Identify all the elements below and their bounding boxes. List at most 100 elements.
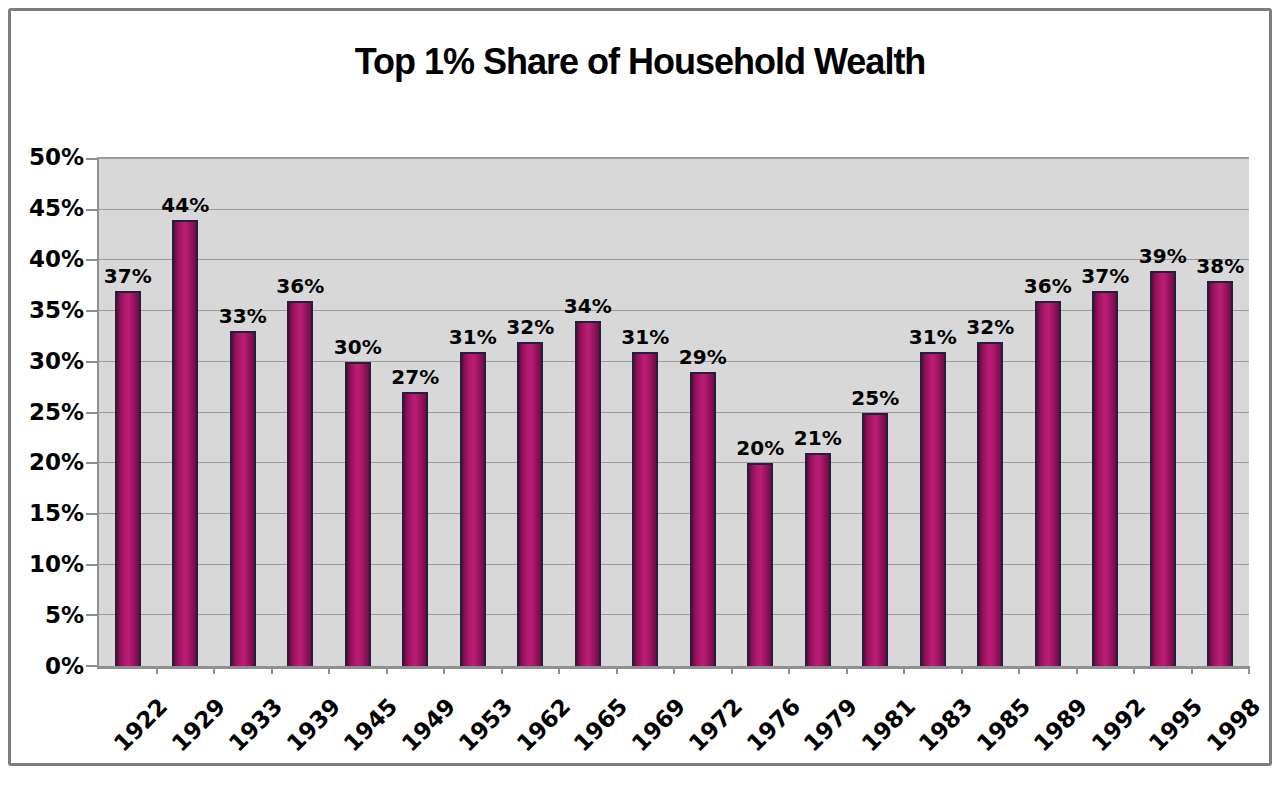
x-axis-label: 1922 xyxy=(109,693,173,757)
bar-value-label: 36% xyxy=(276,274,324,298)
x-axis-tick xyxy=(156,666,158,674)
bar-group: 21% xyxy=(789,159,847,666)
bar-group: 30% xyxy=(329,159,387,666)
x-axis-label: 1976 xyxy=(742,693,806,757)
bar-value-label: 38% xyxy=(1196,254,1244,278)
y-axis-tick xyxy=(86,412,97,414)
bar-group: 37% xyxy=(1077,159,1135,666)
y-axis-tick-label: 45% xyxy=(29,195,84,221)
bar-value-label: 44% xyxy=(161,193,209,217)
bar-value-label: 33% xyxy=(219,304,267,328)
y-axis-tick-label: 40% xyxy=(29,246,84,272)
bar-value-label: 34% xyxy=(564,294,612,318)
x-axis-label: 1983 xyxy=(914,693,978,757)
plot-area: 37% 44% 33% 36% 30% 27% 31% 32% 34% 31% 29% 20% 21% 2… xyxy=(97,157,1249,669)
x-axis-tick xyxy=(1248,666,1250,674)
bar-1972: 29% xyxy=(690,372,716,666)
bar-group: 37% xyxy=(99,159,157,666)
x-axis-label: 1995 xyxy=(1144,693,1208,757)
x-axis-tick xyxy=(501,666,503,674)
x-axis-tick xyxy=(1133,666,1135,674)
bar-1962: 32% xyxy=(517,342,543,666)
bar-1981: 25% xyxy=(862,413,888,667)
x-axis-tick xyxy=(1018,666,1020,674)
bar-1976: 20% xyxy=(747,463,773,666)
bar-value-label: 31% xyxy=(449,325,497,349)
bar-1945: 30% xyxy=(345,362,371,666)
bar-value-label: 29% xyxy=(679,345,727,369)
bar-value-label: 32% xyxy=(506,315,554,339)
bar-value-label: 31% xyxy=(909,325,957,349)
bar-1979: 21% xyxy=(805,453,831,666)
x-axis-tick xyxy=(443,666,445,674)
x-axis-label: 1933 xyxy=(224,693,288,757)
y-axis-tick-label: 10% xyxy=(29,551,84,577)
bar-value-label: 25% xyxy=(851,386,899,410)
bar-value-label: 37% xyxy=(1081,264,1129,288)
y-axis-tick xyxy=(86,513,97,515)
bar-value-label: 36% xyxy=(1024,274,1072,298)
x-axis-tick xyxy=(616,666,618,674)
x-axis-label: 1992 xyxy=(1087,693,1151,757)
bar-1998: 38% xyxy=(1207,281,1233,666)
bar-1989: 36% xyxy=(1035,301,1061,666)
bar-1995: 39% xyxy=(1150,271,1176,666)
x-axis-label: 1965 xyxy=(569,693,633,757)
y-axis-tick xyxy=(86,614,97,616)
bar-group: 33% xyxy=(214,159,272,666)
bar-value-label: 32% xyxy=(966,315,1014,339)
bar-1983: 31% xyxy=(920,352,946,666)
bar-group: 27% xyxy=(387,159,445,666)
y-axis-tick-label: 5% xyxy=(45,602,84,628)
y-axis-tick xyxy=(86,462,97,464)
x-axis-label: 1949 xyxy=(397,693,461,757)
bar-value-label: 31% xyxy=(621,325,669,349)
x-axis-tick xyxy=(731,666,733,674)
bar-group: 32% xyxy=(962,159,1020,666)
bar-1922: 37% xyxy=(115,291,141,666)
chart-title: Top 1% Share of Household Wealth xyxy=(11,41,1269,83)
bar-1965: 34% xyxy=(575,321,601,666)
x-axis-label: 1998 xyxy=(1202,693,1266,757)
bar-group: 31% xyxy=(444,159,502,666)
x-axis-label: 1972 xyxy=(684,693,748,757)
x-axis-tick xyxy=(788,666,790,674)
x-axis-label: 1989 xyxy=(1029,693,1093,757)
bars: 37% 44% 33% 36% 30% 27% 31% 32% 34% 31% 29% 20% 21% 2… xyxy=(99,159,1249,666)
bar-1985: 32% xyxy=(977,342,1003,666)
x-axis-label: 1985 xyxy=(972,693,1036,757)
bar-1949: 27% xyxy=(402,392,428,666)
bar-group: 20% xyxy=(732,159,790,666)
x-axis-tick xyxy=(1191,666,1193,674)
x-axis-tick xyxy=(903,666,905,674)
y-axis-tick xyxy=(86,259,97,261)
x-axis-tick xyxy=(846,666,848,674)
x-axis-label: 1979 xyxy=(799,693,863,757)
x-axis-tick xyxy=(386,666,388,674)
y-axis-tick xyxy=(86,209,97,211)
bar-value-label: 37% xyxy=(104,264,152,288)
y-axis-tick-label: 50% xyxy=(29,144,84,170)
bar-1939: 36% xyxy=(287,301,313,666)
x-axis-label: 1981 xyxy=(857,693,921,757)
x-axis-label: 1962 xyxy=(512,693,576,757)
y-axis-tick-label: 35% xyxy=(29,297,84,323)
bar-1929: 44% xyxy=(172,220,198,666)
bar-1969: 31% xyxy=(632,352,658,666)
bar-group: 34% xyxy=(559,159,617,666)
y-axis-tick xyxy=(86,564,97,566)
x-axis-tick xyxy=(673,666,675,674)
y-axis-tick-label: 20% xyxy=(29,449,84,475)
x-axis-label: 1929 xyxy=(167,693,231,757)
bar-value-label: 20% xyxy=(736,436,784,460)
bar-value-label: 30% xyxy=(334,335,382,359)
bar-1992: 37% xyxy=(1092,291,1118,666)
x-axis-tick xyxy=(328,666,330,674)
y-axis-tick-label: 25% xyxy=(29,399,84,425)
x-axis-tick xyxy=(1076,666,1078,674)
y-axis-tick-label: 15% xyxy=(29,500,84,526)
x-axis-tick xyxy=(271,666,273,674)
chart-frame: Top 1% Share of Household Wealth 37%44%3… xyxy=(8,8,1272,766)
bar-group: 31% xyxy=(904,159,962,666)
bar-group: 32% xyxy=(502,159,560,666)
